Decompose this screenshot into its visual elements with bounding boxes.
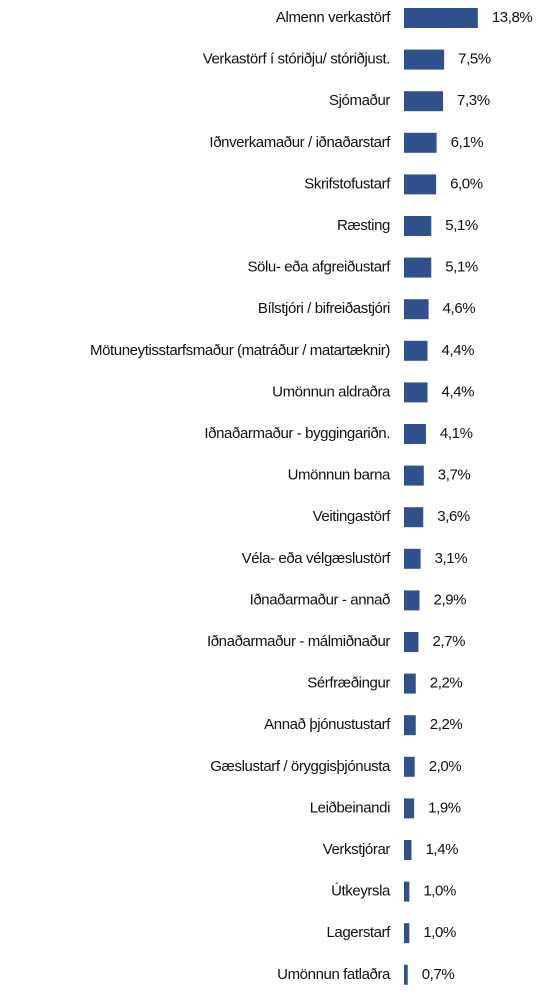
category-label: Lagerstarf [326, 924, 391, 941]
category-label: Skrifstofustarf [304, 175, 391, 192]
value-label: 13,8% [492, 9, 533, 26]
bar [404, 257, 432, 278]
category-label: Mötuneytisstarfsmaður (matráður / matart… [90, 342, 390, 359]
category-label: Útkeyrsla [331, 883, 391, 900]
category-label: Veitingastörf [313, 508, 392, 525]
bar [404, 798, 415, 819]
category-label: Ræsting [337, 217, 390, 234]
bar [404, 548, 421, 569]
category-label: Umönnun aldraðra [272, 383, 391, 400]
bar [404, 132, 437, 153]
bar [404, 465, 424, 486]
value-label: 1,4% [425, 841, 458, 858]
value-label: 6,1% [451, 134, 484, 151]
bar [404, 424, 426, 444]
category-label: Iðnverkamaður / iðnaðarstarf [209, 134, 391, 151]
bar [404, 756, 415, 777]
category-label: Sérfræðingur [307, 675, 390, 692]
value-label: 2,7% [432, 633, 465, 650]
bar [404, 507, 424, 528]
value-label: 1,0% [423, 924, 456, 941]
value-label: 3,6% [437, 508, 470, 525]
category-label: Verkastörf í stóriðju/ stóriðjust. [203, 51, 390, 68]
category-label: Leiðbeinandi [310, 799, 390, 816]
value-label: 2,2% [430, 716, 463, 733]
value-label: 4,4% [442, 383, 475, 400]
value-label: 3,7% [438, 467, 471, 484]
value-label: 5,1% [445, 259, 478, 276]
category-label: Véla- eða vélgæslustörf [242, 550, 392, 567]
bar [404, 174, 437, 195]
category-label: Gæslustarf / öryggisþjónusta [210, 758, 391, 775]
value-label: 4,6% [443, 300, 476, 317]
value-label: 4,1% [440, 425, 473, 442]
value-label: 2,9% [434, 591, 467, 608]
bar [404, 964, 408, 985]
value-label: 7,5% [458, 51, 491, 68]
value-label: 6,0% [450, 175, 483, 192]
bar [404, 673, 416, 694]
value-label: 1,0% [423, 883, 456, 900]
bar [404, 632, 419, 652]
category-label: Sjómaður [329, 92, 390, 109]
category-label: Bílstjóri / bifreiðastjóri [258, 300, 390, 317]
bar [404, 8, 478, 28]
category-label: Annað þjónustustarf [264, 716, 391, 733]
bar [404, 340, 428, 361]
value-label: 2,0% [429, 758, 462, 775]
category-label: Umönnun barna [288, 467, 391, 484]
bar [404, 881, 410, 902]
bar [404, 49, 445, 70]
bar [404, 91, 444, 112]
value-label: 1,9% [428, 799, 461, 816]
bar [404, 299, 429, 320]
bar [404, 923, 410, 944]
value-label: 2,2% [430, 675, 463, 692]
bar [404, 840, 412, 860]
value-label: 7,3% [457, 92, 490, 109]
value-label: 0,7% [422, 966, 455, 983]
value-label: 3,1% [435, 550, 468, 567]
category-label: Sölu- eða afgreiðustarf [247, 259, 391, 276]
value-label: 5,1% [445, 217, 478, 234]
category-label: Almenn verkastörf [276, 9, 391, 26]
bar [404, 382, 428, 403]
bar [404, 590, 420, 611]
category-label: Iðnaðarmaður - málmiðnaður [207, 633, 390, 650]
bar [404, 715, 416, 736]
category-label: Verkstjórar [323, 841, 391, 858]
bar [404, 216, 432, 236]
value-label: 4,4% [442, 342, 475, 359]
category-label: Iðnaðarmaður - byggingariðn. [204, 425, 390, 442]
category-label: Iðnaðarmaður - annað [250, 591, 390, 608]
category-label: Umönnun fatlaðra [277, 966, 391, 983]
